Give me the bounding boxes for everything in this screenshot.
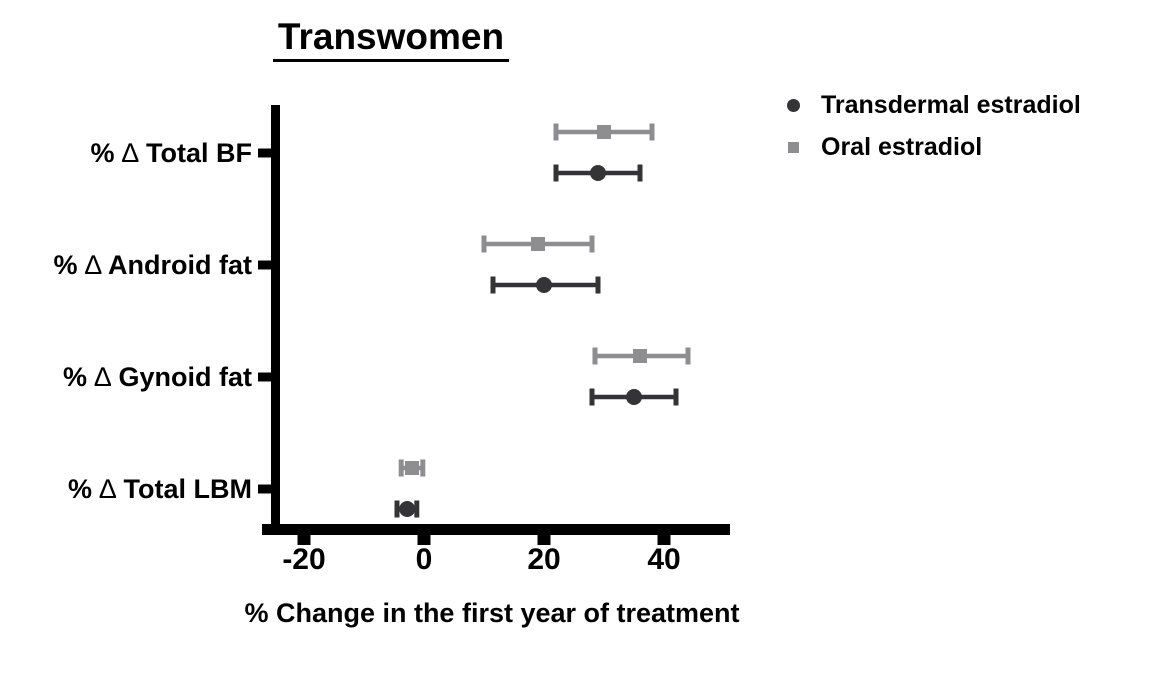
chart-title-wrap: Transwomen [191, 16, 591, 62]
legend-item-oral-estradiol: Oral estradiol [786, 134, 1081, 161]
category-label-total-lbm: % ∆ Total LBM [67, 474, 252, 504]
data-point-marker [590, 165, 606, 181]
delta-symbol: ∆ [121, 138, 139, 168]
x-axis-tick [297, 535, 311, 545]
x-tick-label-40: 40 [647, 543, 681, 576]
circle-marker-icon [786, 99, 800, 112]
legend-marker-box [786, 141, 800, 155]
x-axis-title: % Change in the first year of treatment [244, 598, 740, 628]
data-point-marker [633, 349, 647, 363]
x-tick-label-20: 20 [527, 543, 561, 576]
y-axis-category-tick [258, 260, 271, 270]
data-point-marker [597, 125, 611, 139]
category-label-gynoid-fat: % ∆ Gynoid fat [62, 362, 252, 392]
x-axis-tick [537, 535, 551, 545]
y-axis-line [271, 105, 280, 535]
data-point-marker [626, 389, 642, 405]
x-axis-line [262, 524, 730, 535]
x-tick-label-0: 0 [415, 543, 433, 576]
y-axis-category-tick [258, 484, 271, 494]
delta-symbol: ∆ [99, 474, 117, 504]
category-label-android-fat: % ∆ Android fat [53, 250, 252, 280]
legend-marker-box [786, 99, 800, 113]
x-tick-label-neg20: -20 [282, 543, 326, 576]
legend: Transdermal estradiol Oral estradiol [786, 92, 1081, 176]
chart-title: Transwomen [272, 16, 510, 62]
delta-symbol: ∆ [94, 362, 111, 392]
legend-label-transdermal-estradiol: Transdermal estradiol [821, 91, 1081, 119]
x-axis-tick [657, 535, 671, 545]
x-axis-tick [417, 535, 431, 545]
data-point-marker [536, 277, 552, 293]
y-axis-category-tick [258, 148, 271, 158]
data-point-marker [399, 501, 416, 517]
delta-symbol: ∆ [84, 250, 102, 280]
data-point-marker [405, 461, 419, 475]
square-marker-icon [787, 142, 799, 153]
data-point-marker [531, 237, 545, 251]
legend-item-transdermal-estradiol: Transdermal estradiol [786, 92, 1081, 119]
legend-label-oral-estradiol: Oral estradiol [821, 133, 983, 161]
category-label-total-bf: % ∆ Total BF [90, 138, 252, 168]
y-axis-category-tick [258, 372, 271, 382]
